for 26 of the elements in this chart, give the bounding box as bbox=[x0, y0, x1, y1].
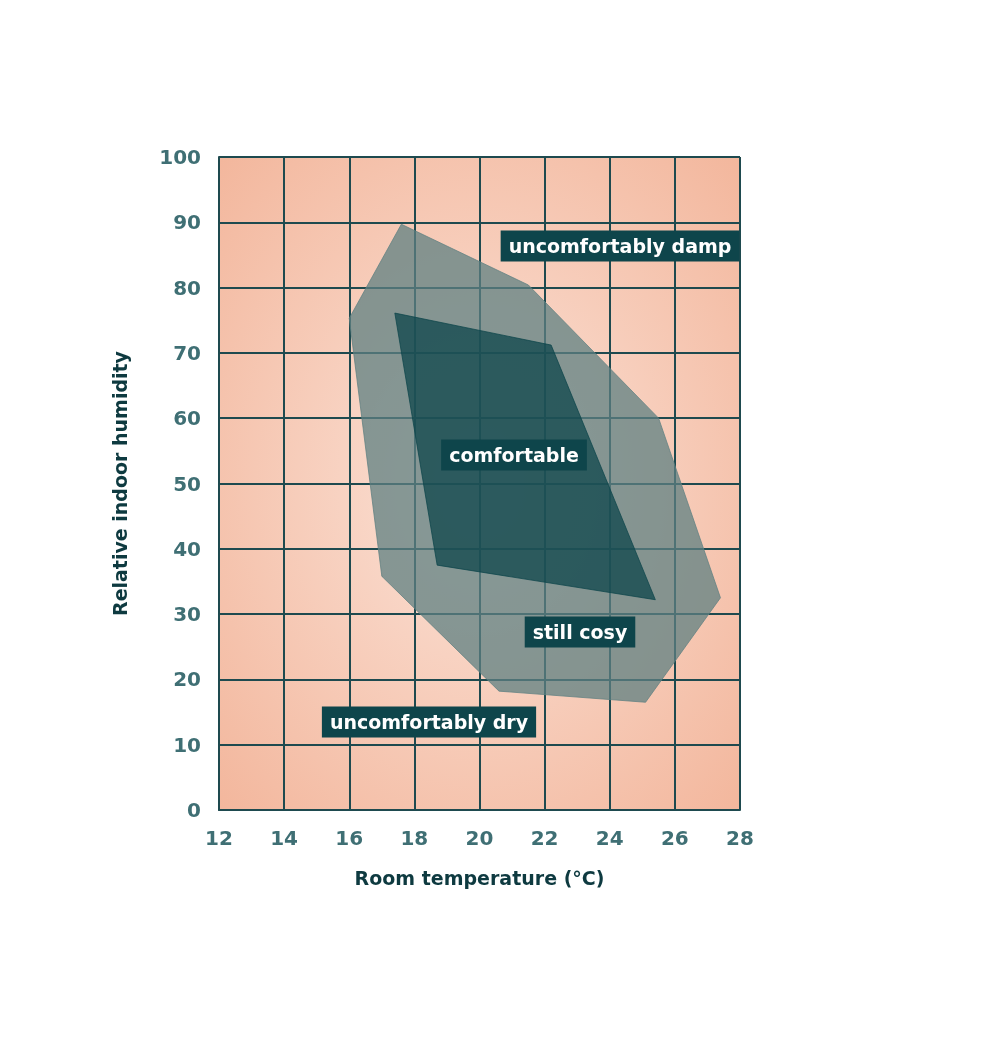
x-tick-label: 22 bbox=[530, 826, 559, 850]
x-tick-label: 28 bbox=[726, 826, 754, 850]
y-tick-label: 100 bbox=[159, 145, 201, 169]
y-tick-label: 70 bbox=[173, 340, 201, 365]
y-tick-label: 50 bbox=[173, 471, 201, 496]
x-tick-label: 14 bbox=[270, 826, 299, 850]
y-tick-label: 20 bbox=[173, 667, 201, 692]
annotation: uncomfortably dry bbox=[329, 711, 529, 733]
y-tick-label: 40 bbox=[173, 536, 201, 561]
x-tick-label: 12 bbox=[205, 826, 233, 850]
x-tick-label: 26 bbox=[660, 826, 689, 850]
y-tick-label: 10 bbox=[173, 732, 201, 757]
x-tick-label: 20 bbox=[465, 826, 494, 850]
y-tick-label: 80 bbox=[173, 275, 201, 300]
annotation: still cosy bbox=[532, 621, 628, 643]
x-axis-title: Room temperature (°C) bbox=[354, 866, 605, 889]
annotation: uncomfortably damp bbox=[508, 235, 732, 257]
y-tick-label: 90 bbox=[173, 210, 201, 235]
y-axis-title: Relative indoor humidity bbox=[108, 350, 131, 617]
annotation: comfortable bbox=[449, 444, 579, 466]
x-tick-label: 16 bbox=[335, 826, 364, 850]
x-tick-label: 24 bbox=[595, 826, 624, 850]
y-tick-label: 0 bbox=[187, 798, 201, 822]
y-tick-label: 30 bbox=[173, 602, 201, 627]
y-tick-label: 60 bbox=[173, 406, 201, 431]
x-tick-label: 18 bbox=[400, 826, 429, 850]
